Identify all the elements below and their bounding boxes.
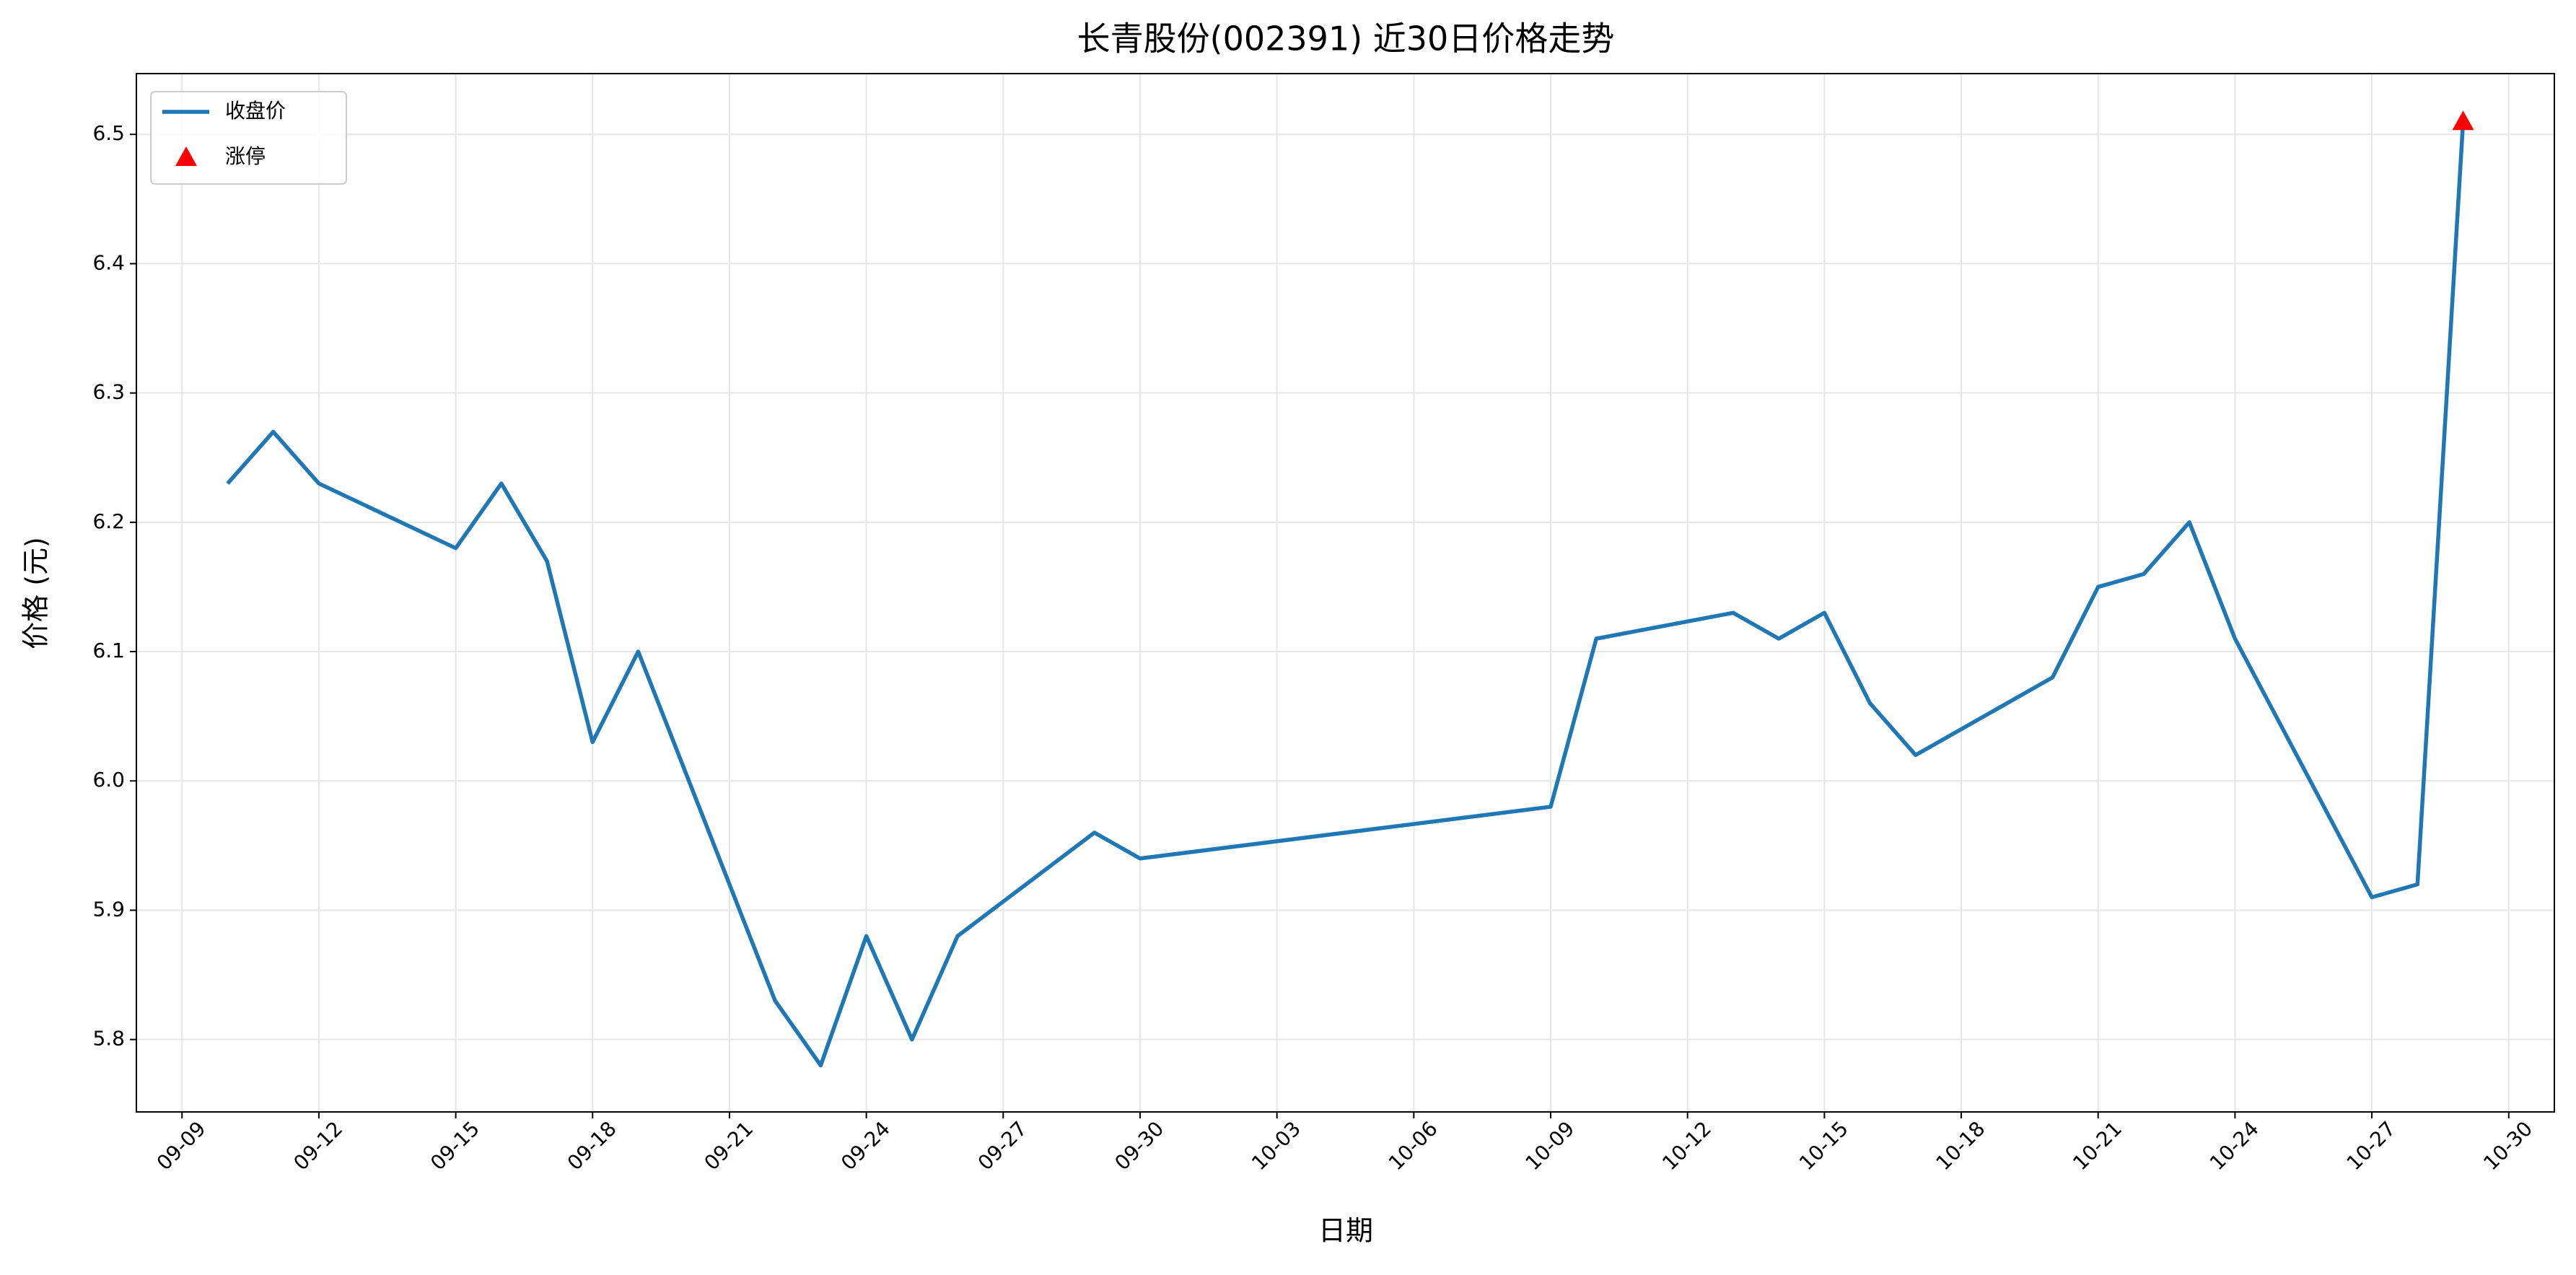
legend-label: 收盘价 — [225, 99, 286, 123]
x-axis-label: 日期 — [1318, 1215, 1373, 1247]
legend-marker — [175, 146, 197, 166]
x-tick-label: 09-12 — [289, 1117, 347, 1175]
x-tick-label: 10-12 — [1657, 1117, 1716, 1175]
y-tick-label: 6.4 — [92, 250, 125, 274]
x-tick-label: 10-24 — [2205, 1117, 2264, 1175]
legend-label: 涨停 — [225, 144, 266, 168]
x-tick-label: 09-18 — [563, 1117, 621, 1175]
y-tick-label: 6.5 — [92, 121, 125, 145]
y-tick-label: 5.9 — [92, 897, 125, 921]
price-line — [226, 121, 2466, 1068]
x-tick-label: 09-15 — [426, 1117, 484, 1175]
x-tick-label: 10-15 — [1795, 1117, 1853, 1175]
x-tick-label: 09-24 — [836, 1117, 895, 1175]
limit-up-marker — [2452, 110, 2474, 131]
chart-title: 长青股份(002391) 近30日价格走势 — [1077, 19, 1615, 58]
x-tick-label: 10-03 — [1247, 1117, 1305, 1175]
x-tick-label: 10-27 — [2342, 1117, 2401, 1175]
x-tick-label: 10-30 — [2479, 1117, 2537, 1175]
y-tick-label: 6.1 — [92, 639, 125, 662]
x-tick-label: 09-30 — [1110, 1117, 1168, 1175]
y-tick-label: 6.3 — [92, 380, 125, 404]
legend-box — [150, 91, 347, 185]
x-tick-label: 09-09 — [152, 1117, 211, 1175]
y-tick-label: 5.8 — [92, 1027, 125, 1051]
x-tick-label: 10-06 — [1384, 1117, 1442, 1175]
plot-frame — [136, 73, 2555, 1113]
x-tick-label: 09-21 — [699, 1117, 758, 1175]
y-axis-label: 价格 (元) — [20, 537, 52, 649]
x-tick-label: 10-21 — [2068, 1117, 2126, 1175]
x-tick-label: 09-27 — [973, 1117, 1032, 1175]
x-tick-label: 10-09 — [1521, 1117, 1580, 1175]
x-tick-label: 10-18 — [1932, 1117, 1990, 1175]
y-tick-label: 6.2 — [92, 509, 125, 533]
y-tick-label: 6.0 — [92, 768, 125, 792]
